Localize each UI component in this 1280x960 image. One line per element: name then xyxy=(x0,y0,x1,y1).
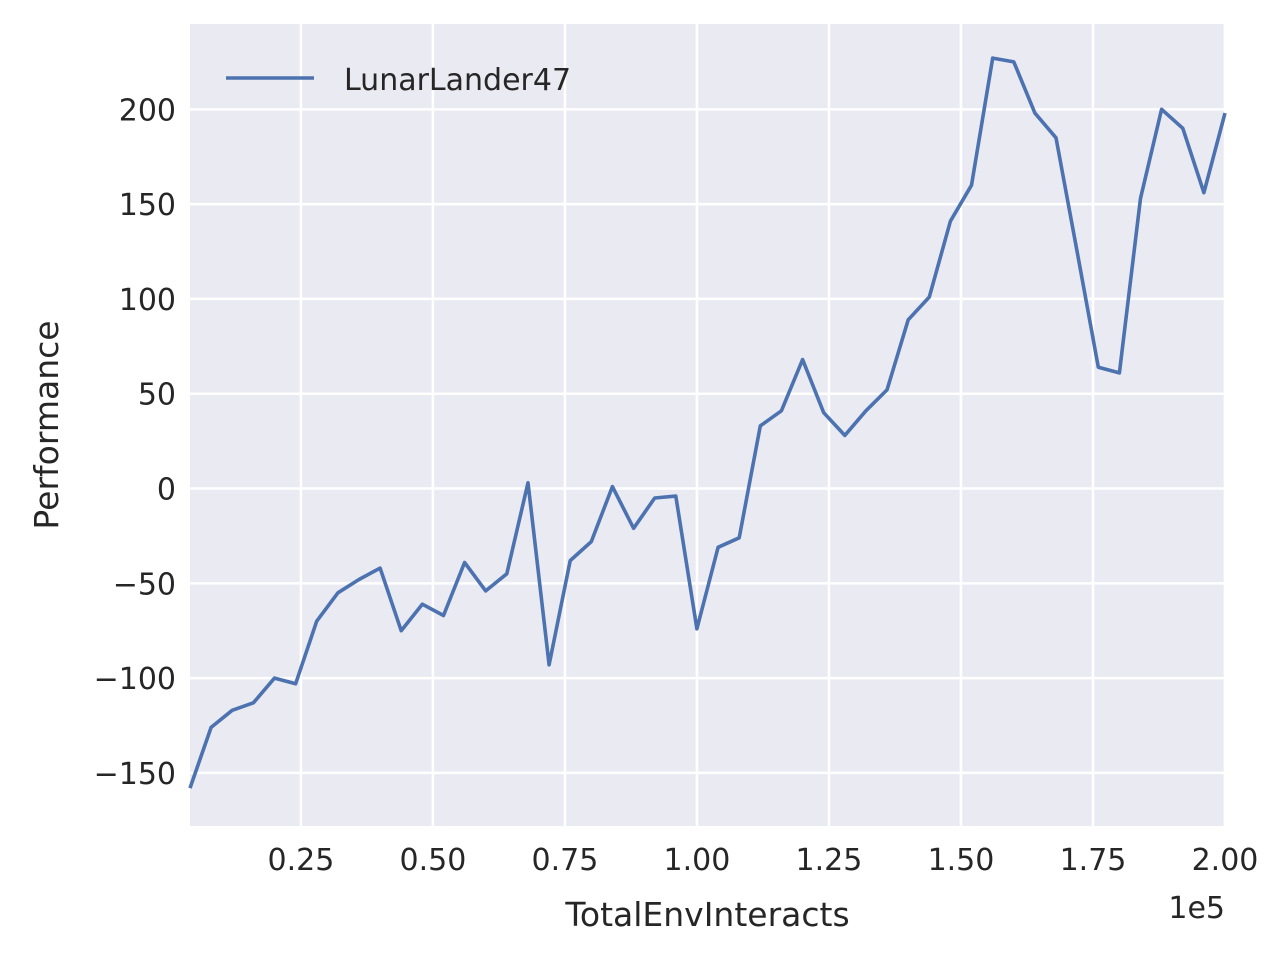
y-tick-label: 50 xyxy=(138,378,176,413)
x-axis-offset-label: 1e5 xyxy=(1168,891,1225,926)
x-tick-label: 0.25 xyxy=(267,843,334,878)
x-tick-label: 1.75 xyxy=(1060,843,1127,878)
y-tick-label: −50 xyxy=(113,567,176,602)
x-tick-label: 0.75 xyxy=(532,843,599,878)
y-tick-label: 0 xyxy=(157,473,176,508)
x-tick-label: 1.50 xyxy=(928,843,995,878)
y-tick-label: −100 xyxy=(94,662,176,697)
series-layer xyxy=(188,56,1227,789)
y-tick-label: 100 xyxy=(119,283,176,318)
y-tick-label: −150 xyxy=(94,757,176,792)
x-tick-label: 0.50 xyxy=(400,843,467,878)
plot-area xyxy=(190,24,1225,826)
series-line xyxy=(188,56,1227,789)
x-axis-label: TotalEnvInteracts xyxy=(564,895,849,934)
x-tick-labels: 0.25 0.50 0.75 1.00 1.25 1.50 1.75 2.00 xyxy=(267,843,1258,878)
y-tick-label: 150 xyxy=(119,188,176,223)
y-axis-label: Performance xyxy=(27,320,66,529)
x-tick-label: 1.25 xyxy=(796,843,863,878)
y-tick-label: 200 xyxy=(119,93,176,128)
x-tick-label: 1.00 xyxy=(664,843,731,878)
legend-label: LunarLander47 xyxy=(344,63,571,98)
x-tick-label: 2.00 xyxy=(1192,843,1259,878)
y-tick-labels: −150 −100 −50 0 50 100 150 200 xyxy=(94,93,176,792)
legend: LunarLander47 xyxy=(226,63,571,98)
grid-lines xyxy=(190,24,1227,826)
